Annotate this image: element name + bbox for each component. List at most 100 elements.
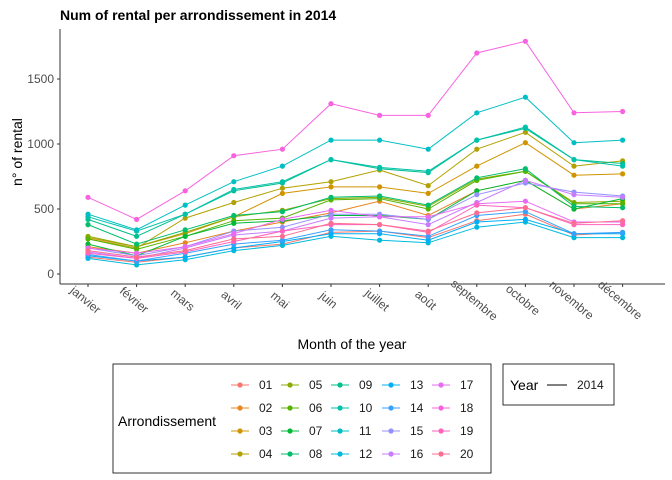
legend-label: 20 [460,447,474,461]
data-point [134,246,140,252]
series-line [87,200,623,254]
legend-label: 07 [309,424,323,438]
legend-key-point [438,428,444,434]
data-point [328,227,334,233]
data-point [425,214,431,220]
legend-item-09: 09 [331,378,373,392]
data-point [328,179,334,185]
legend-item-07: 07 [281,424,323,438]
legend-label: 16 [410,447,424,461]
series-line [87,179,623,257]
legend-key-point [237,405,243,411]
data-point [425,190,431,196]
legend-item-19: 19 [432,424,474,438]
legend-item-03: 03 [231,424,273,438]
x-axis-title: Month of the year [298,336,407,352]
data-point [85,222,91,228]
data-point [328,231,334,237]
legend-label: 04 [259,447,273,461]
year-legend-entry: 2014 [577,378,604,392]
data-point [279,216,285,222]
data-point [620,201,626,207]
legend-key-point [337,428,343,434]
data-point [182,240,188,246]
data-point [474,110,480,116]
legend-item-17: 17 [432,378,474,392]
legend-key-point [337,405,343,411]
data-point [182,244,188,250]
legend-key-point [388,382,394,388]
data-point [182,211,188,217]
data-point [474,175,480,181]
series-line [87,127,623,237]
legend-item-08: 08 [281,447,323,461]
data-point [377,214,383,220]
legend-item-12: 12 [331,447,373,461]
series-line [87,218,623,262]
data-point [474,137,480,143]
data-point [620,194,626,200]
data-point [522,198,529,204]
series-08 [85,166,626,247]
series-layer [85,38,626,268]
legend-label: 05 [309,378,323,392]
legend-label: 02 [259,401,273,415]
data-point [377,164,383,170]
arrondissement-legend-box [112,363,492,474]
legend-label: 09 [359,378,373,392]
legend-key-point [438,451,444,457]
data-point [571,231,577,237]
legend-key-point [438,382,444,388]
data-point [425,206,431,212]
data-point [571,172,577,178]
data-point [231,220,237,226]
data-point [279,179,285,185]
data-point [182,188,188,194]
data-point [522,124,529,130]
data-point [231,186,237,193]
legend-label: 15 [410,424,424,438]
data-point [474,146,480,152]
legend-label: 19 [460,424,474,438]
data-point [425,146,431,152]
data-point [571,110,577,116]
legend-item-06: 06 [281,401,323,415]
data-point [522,166,529,172]
data-point [279,228,285,234]
series-line [87,168,623,245]
data-point [279,233,285,239]
series-11 [85,94,626,233]
legend-key-point [237,428,243,434]
arrondissement-legend-items: 01 02 03 04 05 06 07 08 09 10 11 12 13 14 15 16 17 18 19 20 [231,378,474,461]
data-point [231,236,237,242]
data-point [279,185,285,191]
data-point [279,146,285,152]
data-point [425,237,431,243]
data-point [571,163,577,169]
data-point [328,220,334,226]
data-point [182,248,188,254]
data-point [328,211,334,217]
legend-item-02: 02 [231,401,273,415]
legend-item-14: 14 [382,401,424,415]
data-point [182,233,188,239]
legend-key-point [237,451,243,457]
data-point [620,171,626,177]
data-point [474,163,480,169]
data-point [425,168,431,174]
legend-key-point [287,451,293,457]
data-point [522,209,529,215]
data-point [328,157,334,163]
data-point [377,184,383,190]
data-point [377,193,383,199]
data-point [620,222,626,228]
series-20 [85,205,626,260]
data-point [231,245,237,251]
year-legend-title: Year [510,377,539,393]
legend-label: 12 [359,447,373,461]
series-line [87,40,623,220]
data-point [231,179,237,185]
legend-key-point [438,405,444,411]
data-point [85,194,91,200]
arrondissement-legend-title: Arrondissement [118,413,216,429]
